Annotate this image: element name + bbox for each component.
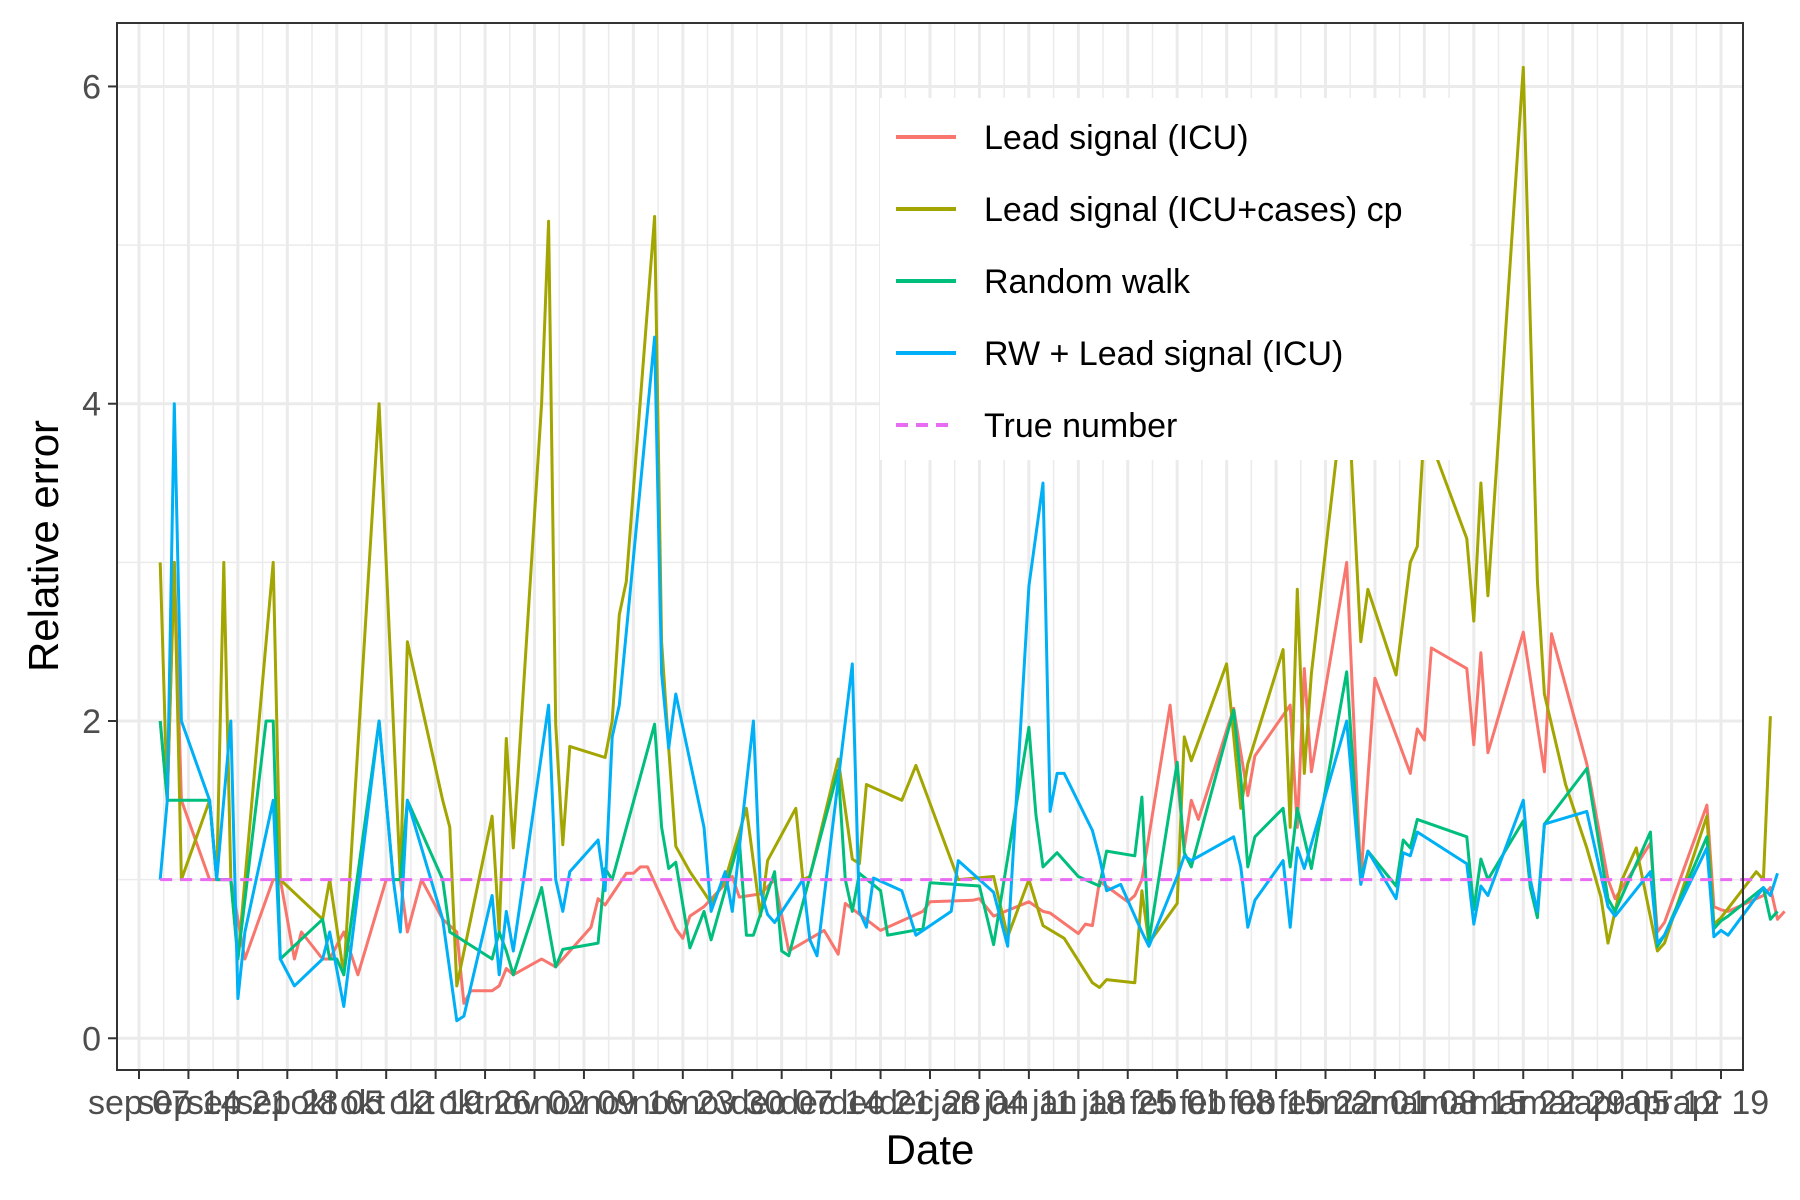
x-tick-label: okt 12 xyxy=(340,1084,433,1122)
x-tick-label: nov 09 xyxy=(533,1084,635,1122)
x-tick-label: mar 08 xyxy=(1371,1084,1477,1122)
y-axis-title: Relative error xyxy=(20,420,67,672)
x-tick-label: jan 18 xyxy=(1031,1084,1125,1122)
x-tick-label: sep 14 xyxy=(137,1084,239,1122)
x-tick-label: dec 21 xyxy=(830,1084,932,1122)
x-tick-label: feb 08 xyxy=(1179,1084,1274,1122)
x-tick-label: okt 19 xyxy=(389,1084,482,1122)
x-tick-label: jan 11 xyxy=(983,1084,1074,1122)
series-line-rw-lead-signal-icu xyxy=(158,335,1779,1023)
series-line-lead-signal-icu xyxy=(158,560,1786,1005)
x-tick-label: feb 15 xyxy=(1229,1084,1324,1122)
x-tick-label: dec 14 xyxy=(780,1084,882,1122)
y-tick-label: 6 xyxy=(82,68,101,106)
x-tick-label: jan 25 xyxy=(1080,1084,1174,1122)
x-tick-label: dec 07 xyxy=(731,1084,833,1122)
x-tick-label: nov 30 xyxy=(681,1084,783,1122)
x-tick-label: mar 29 xyxy=(1520,1084,1626,1122)
x-tick-label: jan 04 xyxy=(932,1084,1026,1122)
legend-item-random-walk: Random walk xyxy=(896,263,1191,301)
x-tick-label: nov 23 xyxy=(632,1084,734,1122)
y-axis: 0 2 4 6 xyxy=(82,68,117,1058)
x-tick-label: apr 05 xyxy=(1574,1084,1670,1122)
legend: Lead signal (ICU) Lead signal (ICU+cases… xyxy=(880,98,1470,460)
legend-label-lead-signal-icu-cases-cp: Lead signal (ICU+cases) cp xyxy=(984,191,1403,229)
x-tick-label: nov 02 xyxy=(483,1084,585,1122)
y-tick-label: 2 xyxy=(82,703,101,741)
series-lines xyxy=(158,65,1786,1023)
y-tick-label: 4 xyxy=(82,386,101,424)
x-tick-label: feb 01 xyxy=(1130,1084,1225,1122)
x-tick-label: sep 07 xyxy=(88,1084,190,1122)
y-tick-label: 0 xyxy=(82,1020,101,1058)
legend-item-lead-signal-icu: Lead signal (ICU) xyxy=(896,119,1249,157)
x-tick-label: mar 01 xyxy=(1322,1084,1428,1122)
x-tick-label: apr 12 xyxy=(1623,1084,1719,1122)
x-tick-label: sep 21 xyxy=(187,1084,289,1122)
legend-label-lead-signal-icu: Lead signal (ICU) xyxy=(984,119,1249,157)
legend-background xyxy=(880,98,1470,460)
x-axis-title: Date xyxy=(886,1126,975,1173)
legend-item-true-number: True number xyxy=(896,407,1177,445)
x-tick-label: nov 16 xyxy=(582,1084,684,1122)
series-line-lead-signal-icu-cases-cp xyxy=(158,65,1772,989)
x-tick-label: feb 22 xyxy=(1278,1084,1373,1122)
x-tick-label: dec 28 xyxy=(879,1084,981,1122)
x-tick-label: sep 28 xyxy=(236,1084,338,1122)
legend-item-lead-signal-icu-cases-cp: Lead signal (ICU+cases) cp xyxy=(896,191,1403,229)
x-tick-label: mar 22 xyxy=(1470,1084,1576,1122)
legend-label-rw-lead-signal-icu: RW + Lead signal (ICU) xyxy=(984,335,1343,373)
x-tick-label: apr 19 xyxy=(1673,1084,1769,1122)
legend-label-random-walk: Random walk xyxy=(984,263,1191,301)
x-tick-label: okt 05 xyxy=(290,1084,383,1122)
legend-item-rw-lead-signal-icu: RW + Lead signal (ICU) xyxy=(896,335,1343,373)
x-tick-label: mar 15 xyxy=(1421,1084,1527,1122)
legend-label-true-number: True number xyxy=(984,407,1177,445)
x-tick-label: okt 26 xyxy=(439,1084,532,1122)
